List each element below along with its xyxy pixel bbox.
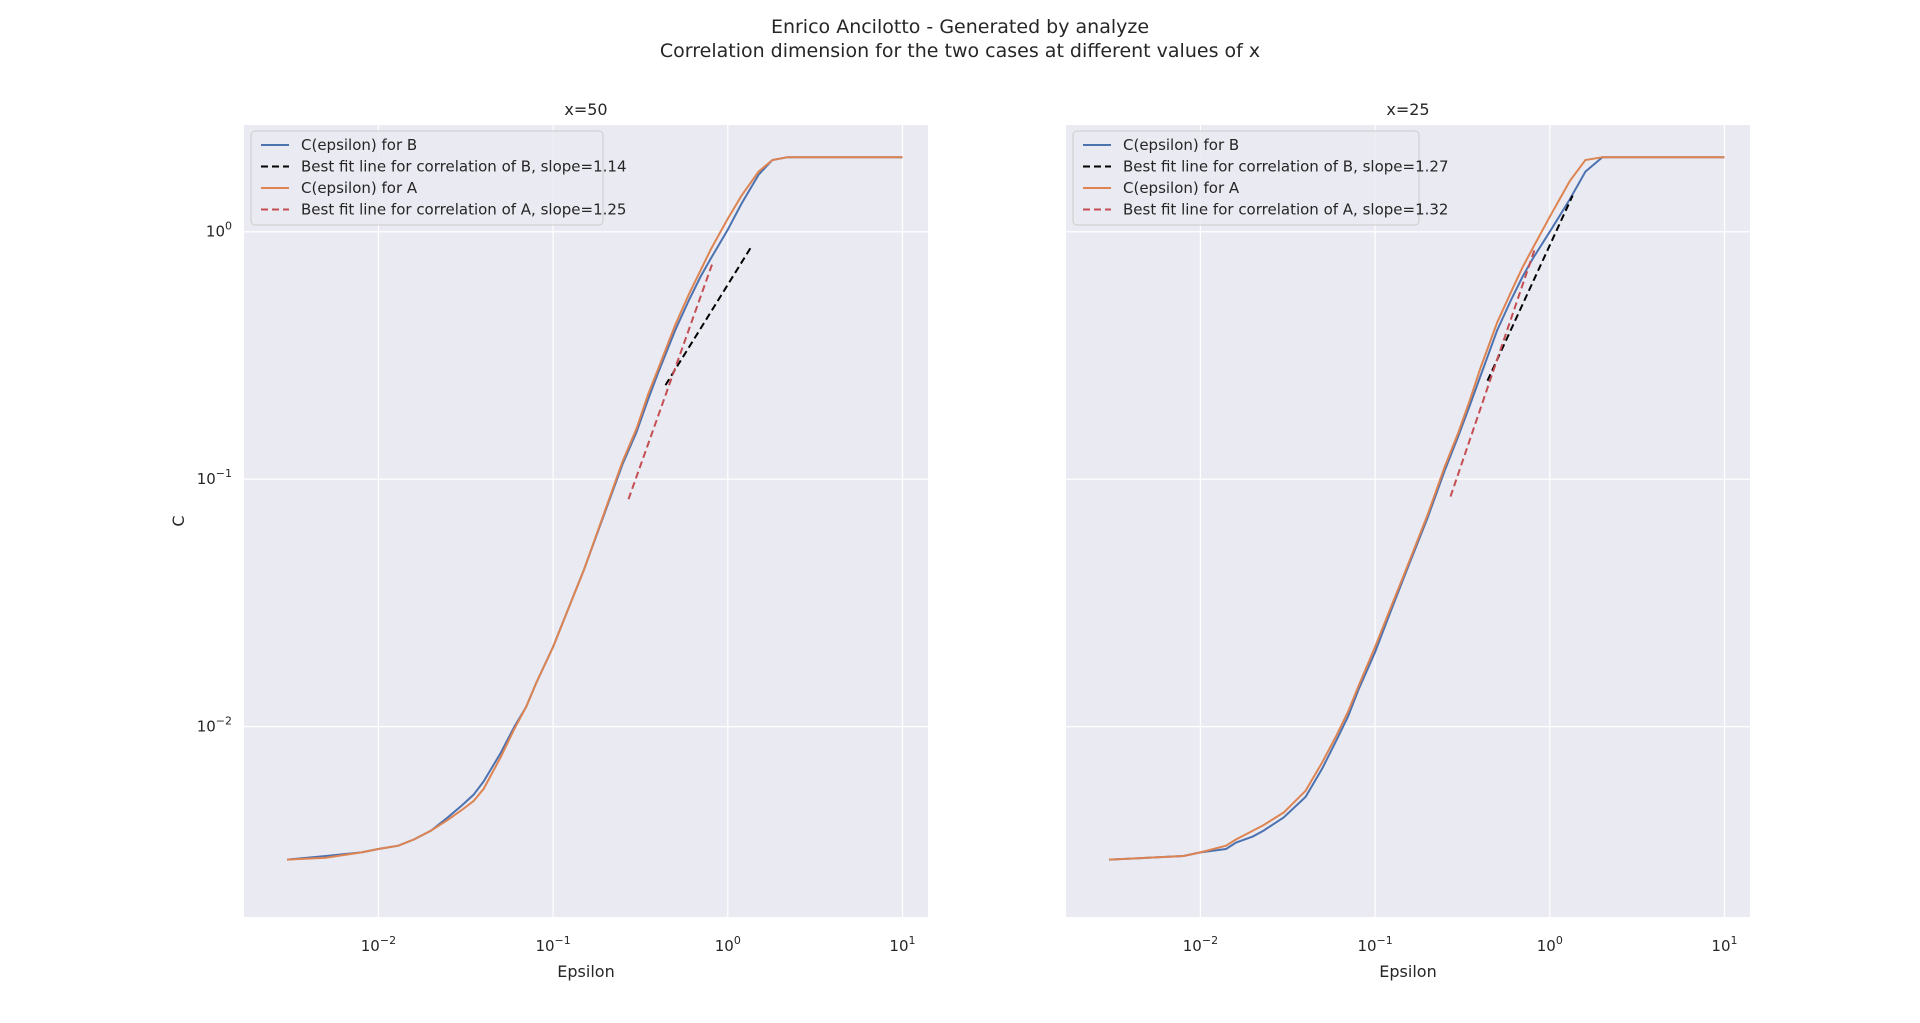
x-tick-label: 10−2: [361, 934, 396, 955]
legend-entry: C(epsilon) for B: [301, 136, 417, 154]
legend-entry: Best fit line for correlation of B, slop…: [301, 158, 627, 176]
x-tick-label: 100: [715, 934, 741, 955]
legend: C(epsilon) for B Best fit line for correl…: [1072, 130, 1449, 226]
y-tick-label: 100: [206, 220, 232, 241]
series-line-1: [1109, 156, 1725, 861]
subplot-title: x=50: [564, 100, 607, 119]
legend-entry: Best fit line for correlation of A, slop…: [1123, 201, 1448, 219]
legend-entry: Best fit line for correlation of A, slop…: [301, 201, 626, 219]
subplot-x25: 10−2 10−1 100 101 x=25 Epsilon C(epsilon) for …: [1066, 100, 1750, 981]
series-line-1: [287, 156, 903, 861]
legend: C(epsilon) for B Best fit line for correl…: [250, 130, 627, 226]
series-line-4: [627, 262, 714, 500]
axes-background: [1066, 125, 1750, 917]
y-axis-label: C: [169, 515, 188, 526]
legend-entry: C(epsilon) for A: [301, 179, 418, 197]
x-tick-label: 10−1: [535, 934, 570, 955]
legend-box: [1072, 130, 1420, 226]
series-line-3: [287, 156, 903, 861]
subplot-x50: 10−2 10−1 100 101 10−2 10−1 100 x=50 Epsilon C C(e…: [169, 100, 928, 981]
y-tick-label: 10−1: [197, 467, 232, 488]
x-axis-label: Epsilon: [1379, 962, 1436, 981]
x-axis-label: Epsilon: [557, 962, 614, 981]
legend-entry: C(epsilon) for A: [1123, 179, 1240, 197]
series-line-4: [1449, 248, 1536, 497]
series-line-2: [664, 247, 752, 386]
x-tick-label: 100: [1537, 934, 1563, 955]
y-tick-label: 10−2: [197, 715, 232, 736]
series-line-3: [1109, 156, 1725, 861]
axes-background: [244, 125, 928, 917]
x-tick-label: 101: [1711, 934, 1737, 955]
figure-title-line1: Enrico Ancilotto - Generated by analyze: [770, 16, 1150, 38]
x-tick-label: 101: [889, 934, 915, 955]
legend-box: [250, 130, 604, 226]
legend-entry: C(epsilon) for B: [1123, 136, 1239, 154]
x-tick-label: 10−1: [1357, 934, 1392, 955]
subplot-title: x=25: [1386, 100, 1429, 119]
series-line-2: [1486, 195, 1574, 382]
figure-title-line2: Correlation dimension for the two cases …: [659, 40, 1261, 62]
legend-entry: Best fit line for correlation of B, slop…: [1123, 158, 1449, 176]
x-tick-label: 10−2: [1183, 934, 1218, 955]
